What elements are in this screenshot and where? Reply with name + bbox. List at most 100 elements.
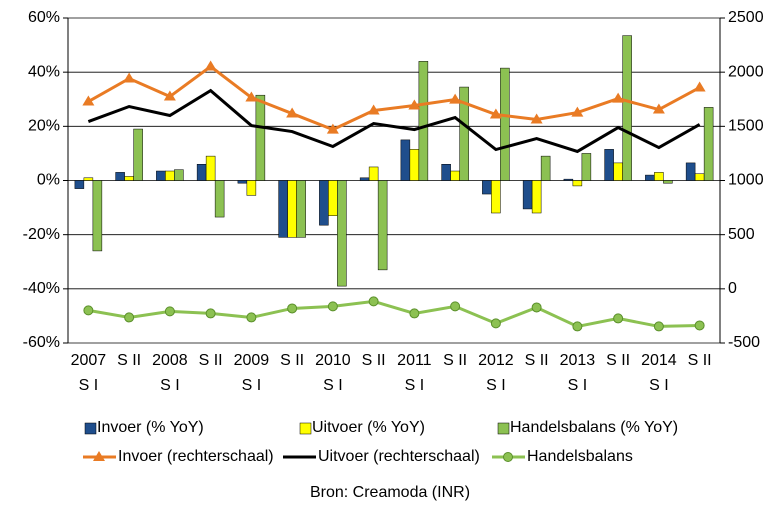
line-marker	[327, 301, 338, 312]
bar	[337, 180, 347, 287]
x-tick-label: S II	[525, 352, 549, 369]
bar	[581, 153, 592, 181]
bar	[287, 180, 297, 238]
x-tick-label: 2011	[397, 352, 432, 369]
x-tick-label: S II	[362, 352, 386, 369]
line-marker	[693, 81, 706, 92]
line-marker	[286, 107, 299, 118]
line-marker	[82, 95, 95, 106]
bar	[694, 173, 705, 181]
line-marker	[490, 318, 501, 329]
bar	[441, 164, 451, 181]
line-marker	[531, 302, 542, 313]
bar	[540, 155, 551, 181]
bar	[359, 177, 370, 181]
bar	[214, 180, 225, 218]
line-marker	[124, 312, 135, 323]
x-tick-label: S II	[280, 352, 304, 369]
line-marker	[164, 306, 175, 317]
line-marker	[489, 108, 502, 119]
legend-label: Handelsbalans	[527, 448, 633, 465]
line-marker	[409, 308, 420, 319]
line-marker	[530, 113, 543, 124]
line	[87, 64, 701, 132]
y2-tick-label: 1000	[728, 172, 764, 189]
bar	[604, 149, 614, 181]
line-marker	[246, 312, 257, 323]
bar	[654, 172, 664, 181]
bar	[278, 180, 288, 238]
bar	[174, 169, 184, 181]
bar	[83, 177, 94, 181]
bar	[205, 155, 216, 181]
bar	[522, 180, 533, 210]
line-marker	[612, 92, 625, 103]
line-marker	[163, 90, 176, 101]
bar	[74, 180, 85, 189]
line-marker	[571, 106, 584, 117]
y-tick-label: 40%	[28, 63, 60, 80]
legend-marker	[93, 451, 105, 461]
x-tick-label: S I	[568, 377, 588, 394]
y2-tick-label: 2500	[728, 9, 764, 26]
bar	[319, 180, 329, 226]
x-tick-label: S I	[79, 377, 99, 394]
bar	[196, 164, 207, 181]
x-tick-label: S I	[405, 377, 425, 394]
bar	[92, 180, 103, 252]
bar	[409, 149, 420, 181]
legend-label: Uitvoer (rechterschaal)	[318, 448, 480, 465]
bar	[482, 180, 492, 195]
x-tick-label: S II	[199, 352, 223, 369]
x-tick-label: S I	[649, 377, 669, 394]
line-marker	[368, 296, 379, 307]
line-marker	[450, 301, 461, 312]
y2-tick-label: 0	[728, 280, 737, 297]
x-tick-label: S I	[323, 377, 343, 394]
line-marker	[83, 305, 94, 316]
bar	[255, 94, 266, 181]
bar	[622, 35, 632, 181]
line-marker	[449, 93, 462, 104]
bar	[500, 67, 510, 181]
y-tick-label: 20%	[28, 118, 60, 135]
legend-label: Invoer (rechterschaal)	[118, 448, 274, 465]
x-tick-label: S I	[486, 377, 506, 394]
bar	[237, 180, 248, 184]
y2-tick-label: -500	[728, 334, 760, 351]
line-marker	[326, 123, 339, 134]
bar	[450, 170, 460, 181]
source: Bron: Creamoda (INR)	[310, 484, 470, 501]
line-marker	[123, 72, 136, 83]
line	[88, 299, 700, 328]
bar	[685, 162, 696, 181]
legend-label: Invoer (% YoY)	[97, 419, 204, 436]
bar	[368, 166, 379, 181]
bar	[418, 61, 429, 181]
bar	[165, 170, 175, 181]
legend-swatch	[497, 422, 510, 435]
line-marker	[572, 321, 583, 332]
x-tick-label: S II	[117, 352, 141, 369]
bar	[663, 180, 673, 184]
legend-swatch	[84, 422, 97, 435]
x-tick-label: 2014	[641, 352, 677, 369]
line-marker	[205, 308, 216, 319]
line-marker	[653, 321, 664, 332]
x-tick-label: S II	[606, 352, 630, 369]
bar	[531, 180, 542, 214]
bar	[703, 107, 714, 181]
legend-marker	[503, 452, 513, 462]
x-tick-label: 2013	[560, 352, 596, 369]
y-tick-label: -20%	[23, 226, 60, 243]
line	[87, 88, 701, 154]
bar	[246, 180, 257, 196]
y2-tick-label: 1500	[728, 118, 764, 135]
bar	[613, 162, 623, 181]
y2-tick-label: 2000	[728, 63, 764, 80]
bar	[400, 139, 411, 181]
x-tick-label: 2007	[71, 352, 107, 369]
line-marker	[408, 99, 421, 110]
bar	[377, 180, 388, 271]
